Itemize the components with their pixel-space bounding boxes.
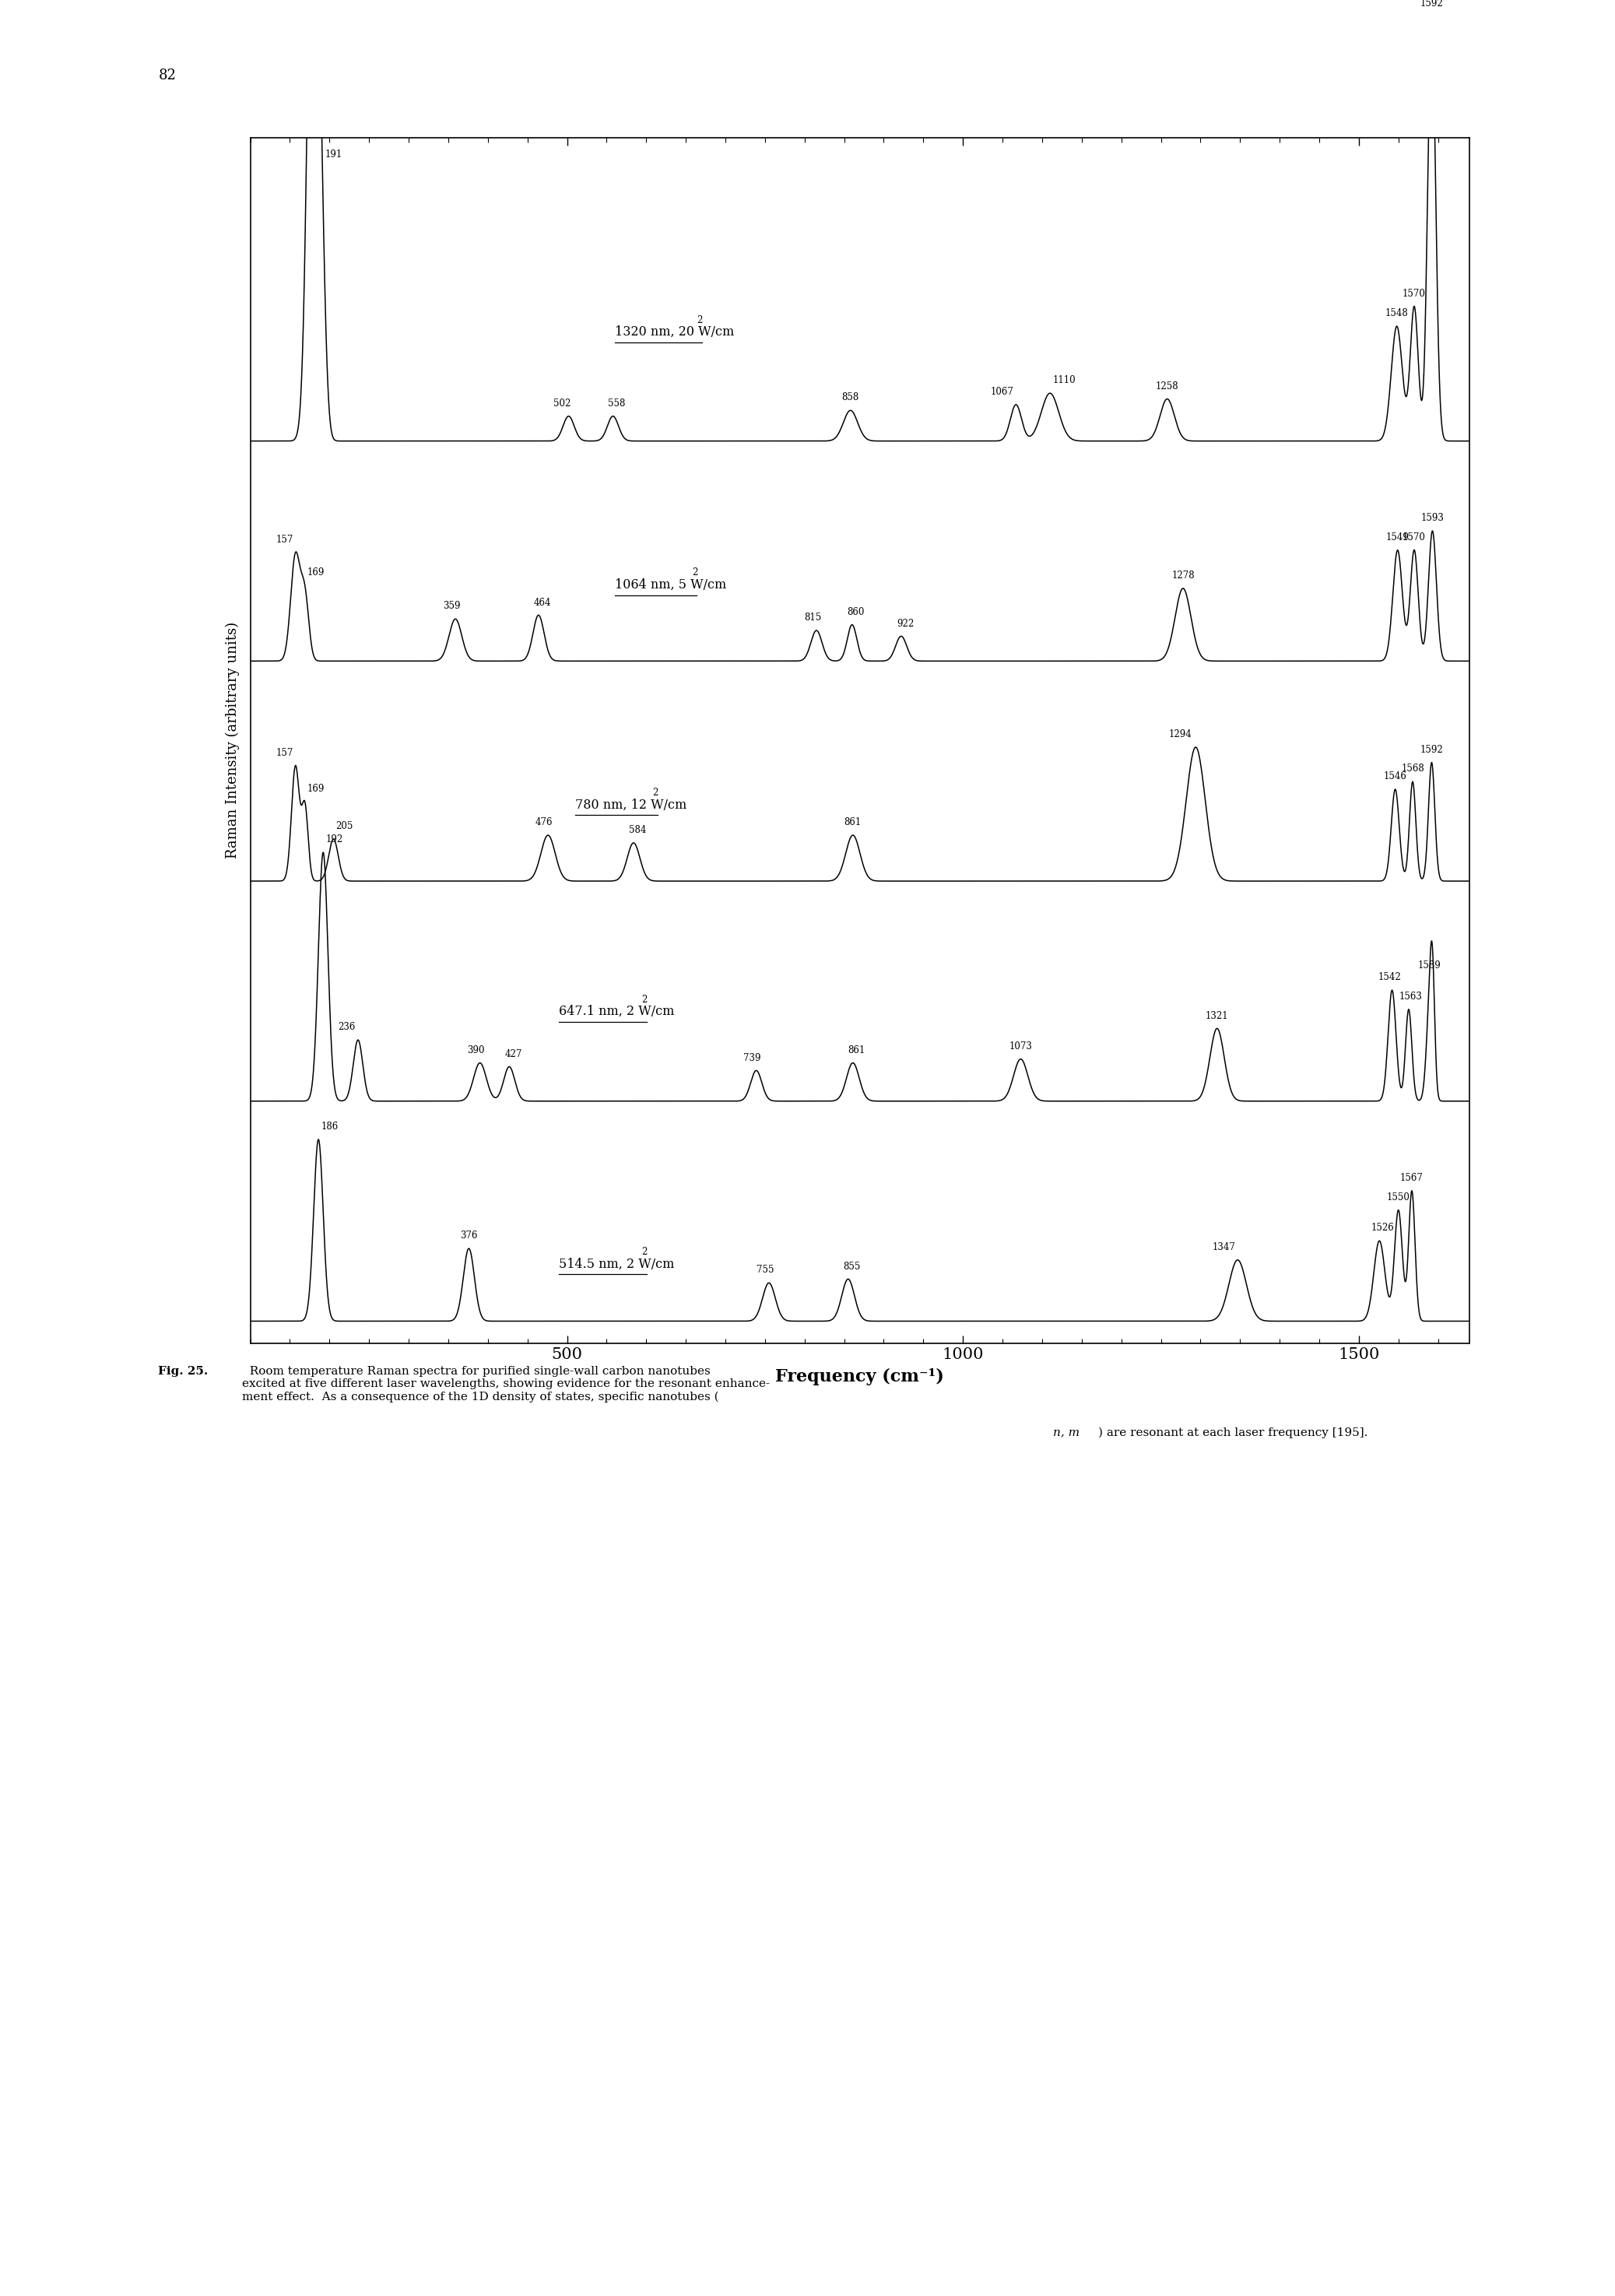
X-axis label: Frequency (cm⁻¹): Frequency (cm⁻¹) [775, 1368, 945, 1384]
Text: 2: 2 [652, 788, 657, 799]
Text: 922: 922 [896, 618, 914, 629]
Text: 1347: 1347 [1211, 1242, 1235, 1251]
Text: 815: 815 [804, 613, 820, 622]
Text: 1320 nm, 20 W/cm: 1320 nm, 20 W/cm [615, 326, 733, 338]
Text: Room temperature Raman spectra for purified single-wall carbon nanotubes
excited: Room temperature Raman spectra for purif… [242, 1366, 770, 1403]
Text: 2: 2 [698, 315, 703, 326]
Text: 1570: 1570 [1402, 289, 1426, 298]
Text: 1258: 1258 [1156, 381, 1179, 390]
Text: 558: 558 [609, 400, 625, 409]
Text: 514.5 nm, 2 W/cm: 514.5 nm, 2 W/cm [559, 1258, 675, 1270]
Text: 186: 186 [321, 1123, 338, 1132]
Text: 1592: 1592 [1420, 744, 1444, 755]
Text: 476: 476 [535, 817, 552, 827]
Text: 861: 861 [845, 817, 861, 827]
Text: 780 nm, 12 W/cm: 780 nm, 12 W/cm [575, 799, 686, 810]
Text: 2: 2 [641, 994, 648, 1006]
Text: 1321: 1321 [1205, 1010, 1229, 1022]
Text: 2: 2 [641, 1247, 648, 1258]
Text: 157: 157 [276, 535, 292, 544]
Text: 861: 861 [848, 1045, 866, 1056]
Text: 192: 192 [326, 836, 342, 845]
Text: 1064 nm, 5 W/cm: 1064 nm, 5 W/cm [615, 579, 727, 590]
Text: 860: 860 [848, 606, 864, 618]
Text: 205: 205 [336, 822, 354, 831]
Text: 855: 855 [843, 1261, 861, 1272]
Text: 169: 169 [307, 567, 325, 579]
Text: 1548: 1548 [1386, 308, 1408, 319]
Text: 390: 390 [467, 1045, 484, 1056]
Text: 1542: 1542 [1378, 974, 1402, 983]
Text: 1568: 1568 [1402, 765, 1424, 774]
Text: 1067: 1067 [990, 388, 1014, 397]
Text: 755: 755 [756, 1265, 774, 1274]
Text: 1549: 1549 [1386, 533, 1410, 542]
Text: 1526: 1526 [1371, 1224, 1394, 1233]
Text: 502: 502 [554, 400, 572, 409]
Text: 464: 464 [533, 597, 551, 608]
Text: 1546: 1546 [1384, 771, 1407, 781]
Text: 584: 584 [628, 824, 646, 836]
Text: 1567: 1567 [1400, 1173, 1423, 1182]
Text: 1570: 1570 [1402, 533, 1426, 542]
Text: 82: 82 [158, 69, 176, 83]
Text: 1589: 1589 [1418, 960, 1441, 971]
Text: 647.1 nm, 2 W/cm: 647.1 nm, 2 W/cm [559, 1006, 675, 1017]
Text: 169: 169 [307, 785, 325, 794]
Text: 359: 359 [443, 602, 460, 611]
Text: 1550: 1550 [1387, 1192, 1410, 1203]
Text: 739: 739 [743, 1054, 761, 1063]
Text: 236: 236 [338, 1022, 355, 1033]
Text: ) are resonant at each laser frequency [195].: ) are resonant at each laser frequency [… [1098, 1426, 1368, 1437]
Text: 858: 858 [841, 393, 859, 402]
Text: 1593: 1593 [1421, 514, 1444, 523]
Text: 1073: 1073 [1009, 1042, 1032, 1052]
Text: 427: 427 [504, 1049, 522, 1058]
Text: Fig. 25.: Fig. 25. [158, 1366, 208, 1378]
Text: 376: 376 [460, 1231, 478, 1240]
Text: 1563: 1563 [1400, 992, 1423, 1001]
Text: n, m: n, m [1053, 1426, 1079, 1437]
Text: 191: 191 [325, 149, 342, 158]
Text: 1592: 1592 [1420, 0, 1444, 9]
Text: 2: 2 [691, 567, 698, 579]
Text: 1110: 1110 [1053, 377, 1076, 386]
Y-axis label: Raman Intensity (arbitrary units): Raman Intensity (arbitrary units) [226, 622, 239, 859]
Text: 1294: 1294 [1169, 730, 1192, 739]
Text: 157: 157 [276, 748, 292, 758]
Text: 1278: 1278 [1171, 572, 1195, 581]
